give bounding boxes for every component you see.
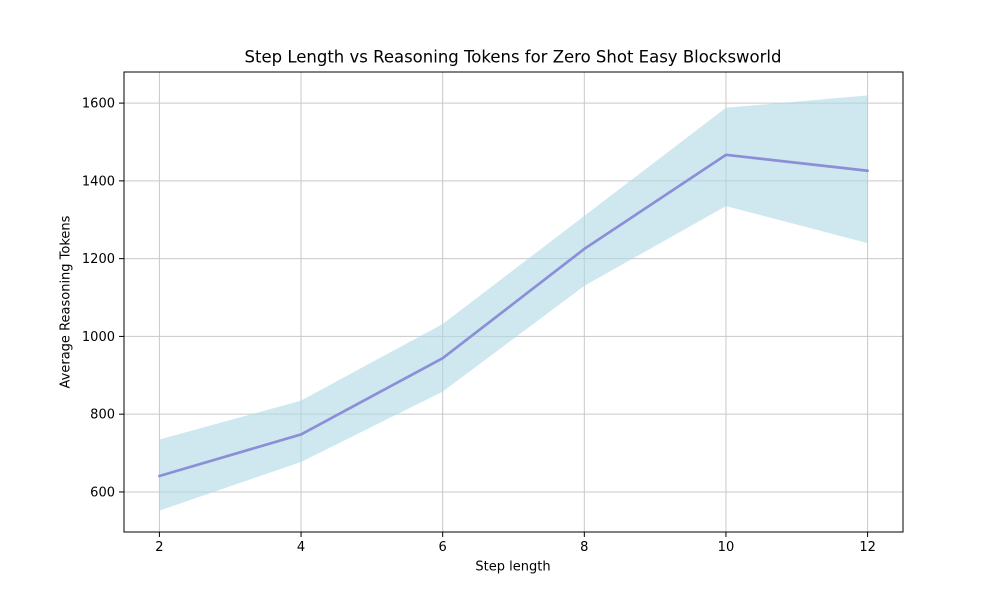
y-tick-label: 1200 (82, 252, 115, 267)
y-tick-label: 600 (90, 485, 115, 500)
y-tick-label: 1400 (82, 174, 115, 189)
x-tick-label: 8 (580, 540, 588, 555)
chart-title: Step Length vs Reasoning Tokens for Zero… (244, 47, 782, 67)
y-tick-label: 1000 (82, 330, 115, 345)
x-tick-label: 10 (718, 540, 735, 555)
series-line (158, 153, 869, 478)
x-axis-label: Step length (475, 559, 551, 575)
x-tick-label: 6 (439, 540, 447, 555)
x-tick-label: 2 (155, 540, 163, 555)
x-tick-label: 12 (859, 540, 876, 555)
plot-spines (123, 71, 904, 533)
y-axis-label: Average Reasoning Tokens (58, 215, 74, 389)
y-tick-label: 1600 (82, 97, 115, 112)
x-tick-label: 4 (297, 540, 305, 555)
y-tick-label: 800 (90, 408, 115, 423)
